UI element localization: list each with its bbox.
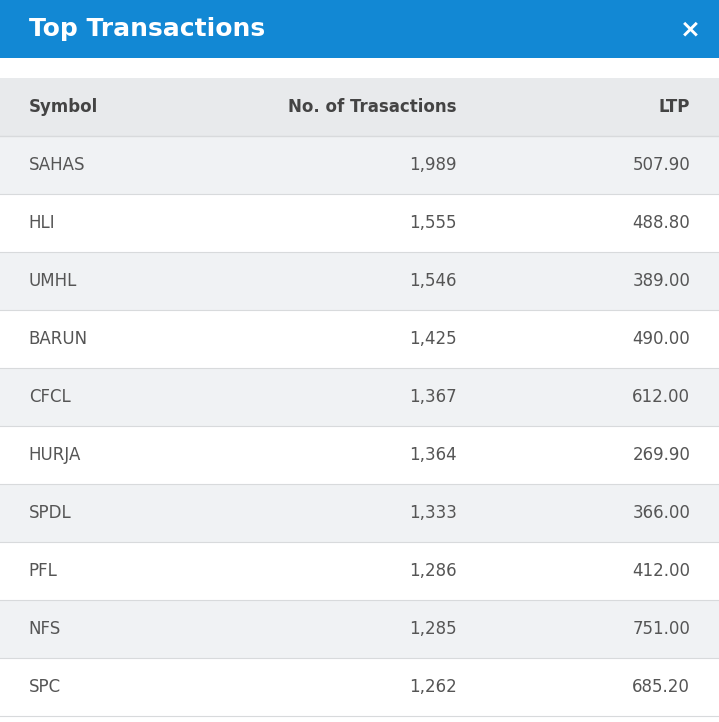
Bar — [0, 0, 719, 58]
Bar — [0, 58, 719, 78]
Bar — [0, 426, 719, 484]
Text: ×: × — [680, 17, 701, 41]
Text: CFCL: CFCL — [29, 388, 70, 406]
Text: 1,364: 1,364 — [409, 446, 457, 464]
Text: 507.90: 507.90 — [633, 156, 690, 174]
Text: 1,989: 1,989 — [409, 156, 457, 174]
Text: 366.00: 366.00 — [633, 504, 690, 522]
Text: 685.20: 685.20 — [633, 678, 690, 696]
Text: LTP: LTP — [659, 98, 690, 116]
Text: SAHAS: SAHAS — [29, 156, 86, 174]
Text: SPC: SPC — [29, 678, 61, 696]
Text: 412.00: 412.00 — [632, 562, 690, 580]
Text: HURJA: HURJA — [29, 446, 81, 464]
Text: Symbol: Symbol — [29, 98, 98, 116]
Text: 612.00: 612.00 — [632, 388, 690, 406]
Bar — [0, 78, 719, 136]
Text: 490.00: 490.00 — [633, 330, 690, 348]
Text: SPDL: SPDL — [29, 504, 71, 522]
Bar — [0, 194, 719, 252]
Bar — [0, 252, 719, 310]
Bar — [0, 542, 719, 600]
Bar — [0, 658, 719, 716]
Text: 1,425: 1,425 — [409, 330, 457, 348]
Text: 1,333: 1,333 — [408, 504, 457, 522]
Bar — [0, 368, 719, 426]
Text: Top Transactions: Top Transactions — [29, 17, 265, 41]
Text: NFS: NFS — [29, 620, 61, 638]
Text: UMHL: UMHL — [29, 272, 77, 290]
Text: 751.00: 751.00 — [633, 620, 690, 638]
Text: 1,367: 1,367 — [409, 388, 457, 406]
Bar — [0, 484, 719, 542]
Text: HLI: HLI — [29, 214, 55, 232]
Text: 1,262: 1,262 — [409, 678, 457, 696]
Text: 1,555: 1,555 — [409, 214, 457, 232]
Text: 389.00: 389.00 — [633, 272, 690, 290]
Bar — [0, 310, 719, 368]
Text: 1,286: 1,286 — [409, 562, 457, 580]
Text: 1,546: 1,546 — [409, 272, 457, 290]
Text: 488.80: 488.80 — [633, 214, 690, 232]
Text: 269.90: 269.90 — [633, 446, 690, 464]
Text: PFL: PFL — [29, 562, 58, 580]
Bar — [0, 136, 719, 194]
Text: No. of Trasactions: No. of Trasactions — [288, 98, 457, 116]
Bar — [0, 600, 719, 658]
Text: 1,285: 1,285 — [409, 620, 457, 638]
Text: BARUN: BARUN — [29, 330, 88, 348]
